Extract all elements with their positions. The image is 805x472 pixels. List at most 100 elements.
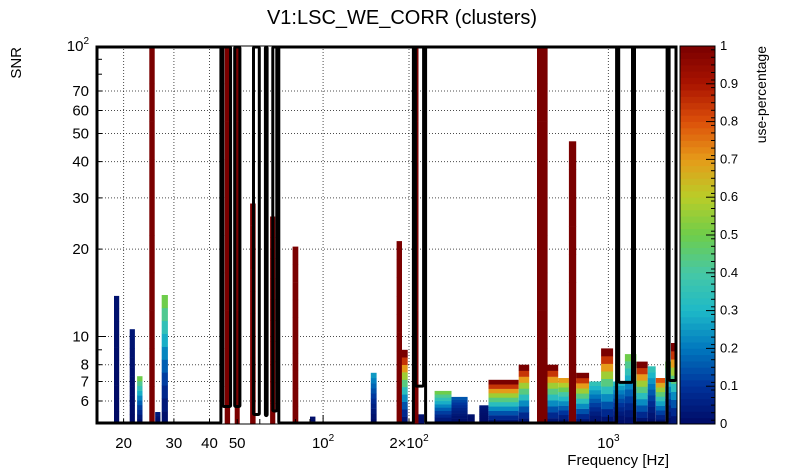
- heatmap-cell: [601, 393, 614, 402]
- heatmap-cell: [155, 412, 161, 414]
- heatmap-cell: [161, 398, 168, 412]
- heatmap-cell: [671, 415, 677, 425]
- heatmap-cell: [137, 390, 143, 396]
- heatmap-cell: [624, 368, 637, 376]
- heatmap-cell: [518, 370, 530, 377]
- heatmap-cell: [636, 411, 648, 418]
- colorbar-swatch: [680, 121, 715, 129]
- heatmap-cell: [655, 414, 666, 420]
- heatmap-cell: [601, 356, 614, 364]
- heatmap-cell: [537, 83, 548, 122]
- heatmap-cell: [370, 383, 377, 389]
- heatmap-cell: [589, 381, 602, 386]
- heatmap-cell: [636, 392, 648, 400]
- colorbar-swatch: [680, 386, 715, 393]
- colorbar-swatch: [680, 272, 715, 280]
- heatmap-cell: [613, 419, 625, 425]
- heatmap-cell: [537, 197, 548, 236]
- heatmap-cell: [155, 413, 161, 415]
- heatmap-cell: [488, 406, 519, 411]
- heatmap-cell: [558, 414, 569, 420]
- heatmap-cell: [234, 197, 240, 236]
- heatmap-cell: [418, 415, 425, 417]
- heatmap-cell: [537, 348, 548, 387]
- heatmap-cell: [568, 197, 577, 227]
- heatmap-cell: [568, 339, 577, 368]
- heatmap-cell: [137, 400, 143, 406]
- heatmap-cell: [451, 413, 468, 417]
- colorbar-swatch: [680, 203, 715, 211]
- heatmap-cell: [129, 414, 135, 425]
- heatmap-cell: [129, 405, 135, 415]
- colorbar-swatch: [680, 228, 715, 236]
- heatmap-cell: [396, 296, 402, 315]
- y-tick-label: 30: [72, 190, 89, 207]
- heatmap-cell: [114, 359, 120, 373]
- heatmap-cell: [396, 332, 402, 352]
- heatmap-cell: [114, 372, 120, 386]
- heatmap-cell: [401, 416, 408, 425]
- heatmap-cell: [624, 375, 637, 383]
- colorbar-swatch: [680, 178, 715, 185]
- heatmap-cell: [155, 414, 161, 416]
- heatmap-cell: [161, 295, 168, 309]
- heatmap-cell: [624, 361, 637, 369]
- heatmap-cell: [224, 348, 231, 387]
- heatmap-cell: [624, 354, 637, 362]
- heatmap-cell: [655, 405, 666, 411]
- heatmap-cell: [655, 382, 666, 388]
- heatmap-cell: [558, 382, 569, 388]
- heatmap-cell: [488, 384, 519, 389]
- heatmap-cell: [396, 241, 402, 260]
- colorbar-tick-label: 0.2: [720, 340, 738, 355]
- heatmap-cell: [292, 246, 299, 265]
- colorbar-swatch: [680, 134, 715, 141]
- heatmap-cell: [547, 418, 559, 425]
- heatmap-cell: [161, 411, 168, 425]
- heatmap-cell: [624, 417, 637, 425]
- heatmap-cell: [589, 411, 602, 416]
- heatmap-cell: [613, 402, 625, 408]
- heatmap-cell: [671, 383, 677, 392]
- heatmap-cell: [137, 409, 143, 415]
- heatmap-cell: [161, 333, 168, 347]
- heatmap-cell: [401, 379, 408, 388]
- heatmap-cell: [601, 386, 614, 395]
- heatmap-cell: [114, 321, 120, 335]
- heatmap-cell: [479, 405, 489, 408]
- colorbar-swatch: [680, 304, 715, 311]
- heatmap-cell: [537, 121, 548, 160]
- heatmap-cell: [434, 400, 452, 405]
- heatmap-cell: [434, 394, 452, 398]
- heatmap-cell: [129, 329, 135, 339]
- heatmap-cell: [137, 414, 143, 420]
- heatmap-cell: [576, 378, 590, 384]
- colorbar-swatch: [680, 379, 715, 387]
- heatmap-cell: [576, 413, 590, 420]
- heatmap-cell: [224, 235, 231, 274]
- heatmap-cell: [613, 385, 625, 391]
- colorbar-swatch: [680, 127, 715, 135]
- y-axis-label: SNR: [8, 47, 25, 79]
- heatmap-cell: [413, 386, 419, 425]
- heatmap-cell: [418, 414, 425, 416]
- heatmap-cell: [129, 367, 135, 377]
- heatmap-cell: [114, 411, 120, 425]
- heatmap-cell: [292, 299, 299, 318]
- heatmap-cell: [434, 404, 452, 408]
- heatmap-cell: [234, 83, 240, 122]
- colorbar-swatch: [680, 316, 715, 324]
- colorbar-tick-label: 0.8: [720, 114, 738, 129]
- heatmap-cell: [518, 376, 530, 383]
- x-tick-label: 40: [201, 435, 218, 452]
- heatmap-cell: [537, 310, 548, 349]
- heatmap-cell: [149, 197, 155, 236]
- colorbar-swatch: [680, 405, 715, 412]
- heatmap-cell: [568, 254, 577, 283]
- heatmap-cell: [636, 374, 648, 381]
- heatmap-cell: [568, 310, 577, 340]
- heatmap-cell: [624, 403, 637, 411]
- heatmap-cell: [401, 409, 408, 417]
- colorbar-tick-label: 0.4: [720, 265, 738, 280]
- heatmap-cell: [624, 382, 637, 390]
